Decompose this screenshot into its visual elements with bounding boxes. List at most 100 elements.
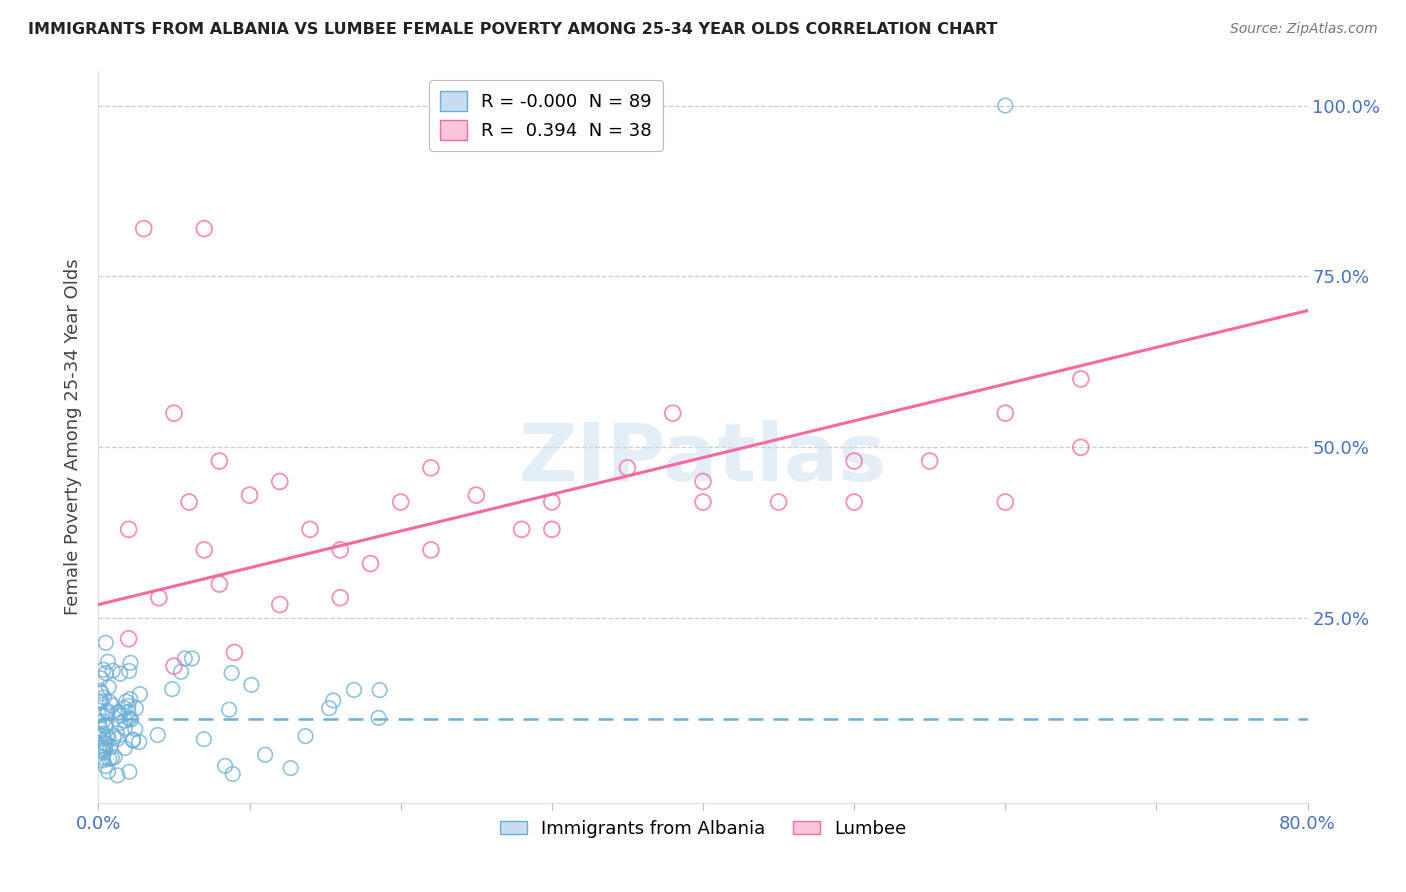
Point <box>96 730 118 744</box>
Point <box>118 764 141 779</box>
Point <box>89 696 111 710</box>
Point <box>420 542 443 557</box>
Y-axis label: Female Poverty Among 25-34 Year Olds: Female Poverty Among 25-34 Year Olds <box>63 259 82 615</box>
Point <box>90 686 112 700</box>
Point <box>90 708 112 723</box>
Point <box>160 682 183 697</box>
Point <box>100 740 122 755</box>
Point <box>103 750 125 764</box>
Point <box>322 693 344 707</box>
Point <box>118 711 141 725</box>
Point <box>193 221 215 235</box>
Point <box>163 659 186 673</box>
Point <box>661 406 683 420</box>
Point <box>994 98 1017 112</box>
Point <box>108 716 131 731</box>
Point <box>122 733 145 747</box>
Point <box>93 663 115 677</box>
Point <box>918 454 941 468</box>
Point <box>692 475 714 489</box>
Point <box>94 742 117 756</box>
Point <box>299 522 322 536</box>
Point <box>118 632 141 646</box>
Point <box>318 701 340 715</box>
Point <box>94 666 117 681</box>
Point <box>91 753 114 767</box>
Point <box>844 454 866 468</box>
Point <box>93 690 115 705</box>
Point <box>97 731 120 745</box>
Point <box>222 767 245 781</box>
Point <box>94 759 117 773</box>
Point <box>329 542 352 557</box>
Point <box>367 711 389 725</box>
Point <box>103 730 125 744</box>
Point <box>129 687 152 701</box>
Point <box>148 591 170 605</box>
Point <box>105 726 128 740</box>
Point <box>420 460 443 475</box>
Point <box>96 706 118 720</box>
Point <box>692 495 714 509</box>
Point <box>101 698 124 713</box>
Point <box>540 495 562 509</box>
Point <box>181 651 204 665</box>
Point <box>510 522 533 536</box>
Point <box>101 751 124 765</box>
Point <box>170 665 193 679</box>
Point <box>97 704 120 718</box>
Point <box>117 705 139 719</box>
Point <box>94 737 117 751</box>
Point <box>89 683 111 698</box>
Point <box>616 460 638 475</box>
Point <box>221 665 243 680</box>
Point <box>114 741 136 756</box>
Point <box>114 714 136 728</box>
Point <box>118 664 141 678</box>
Point <box>98 752 121 766</box>
Point <box>93 736 115 750</box>
Legend: Immigrants from Albania, Lumbee: Immigrants from Albania, Lumbee <box>492 813 914 845</box>
Point <box>343 682 366 697</box>
Point <box>193 732 215 747</box>
Point <box>368 683 391 698</box>
Point <box>108 708 131 723</box>
Text: IMMIGRANTS FROM ALBANIA VS LUMBEE FEMALE POVERTY AMONG 25-34 YEAR OLDS CORRELATI: IMMIGRANTS FROM ALBANIA VS LUMBEE FEMALE… <box>28 22 997 37</box>
Point <box>224 645 246 659</box>
Point <box>240 678 263 692</box>
Point <box>101 664 124 678</box>
Point <box>124 722 146 736</box>
Point <box>107 768 129 782</box>
Point <box>146 728 169 742</box>
Point <box>108 706 131 720</box>
Point <box>994 495 1017 509</box>
Point <box>94 636 117 650</box>
Point <box>90 671 112 685</box>
Point <box>120 692 142 706</box>
Point <box>89 744 111 758</box>
Point <box>122 732 145 747</box>
Text: ZIPatlas: ZIPatlas <box>519 420 887 498</box>
Point <box>91 750 114 764</box>
Point <box>98 695 121 709</box>
Point <box>90 694 112 708</box>
Point <box>994 406 1017 420</box>
Point <box>269 475 291 489</box>
Point <box>218 703 240 717</box>
Point <box>87 706 110 721</box>
Point <box>118 522 141 536</box>
Point <box>125 701 148 715</box>
Point <box>768 495 790 509</box>
Point <box>110 666 132 681</box>
Point <box>115 694 138 708</box>
Point <box>179 495 201 509</box>
Point <box>294 729 316 743</box>
Point <box>94 720 117 734</box>
Point <box>91 714 114 729</box>
Point <box>214 759 236 773</box>
Point <box>132 221 155 235</box>
Point <box>163 406 186 420</box>
Point <box>269 598 291 612</box>
Point <box>93 746 115 760</box>
Point <box>94 718 117 732</box>
